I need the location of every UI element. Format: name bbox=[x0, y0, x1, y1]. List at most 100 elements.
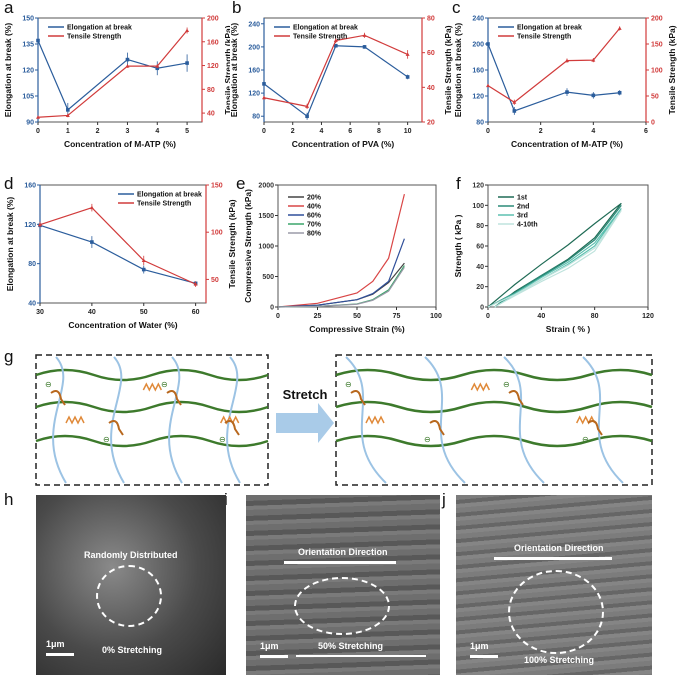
y-tick-label: 1000 bbox=[258, 244, 274, 251]
data-point bbox=[185, 28, 190, 32]
data-point bbox=[512, 100, 517, 104]
series-line-3rd bbox=[487, 208, 622, 308]
y-tick-label: 200 bbox=[248, 44, 260, 51]
x-tick-label: 4 bbox=[320, 128, 324, 135]
polymer-chain-green bbox=[335, 400, 653, 414]
x-tick-label: 5 bbox=[185, 128, 189, 135]
x-axis-label: Concentration of Water (%) bbox=[68, 320, 177, 330]
y-tick-label: 80 bbox=[252, 114, 260, 121]
y-tick-label: 100 bbox=[472, 203, 484, 210]
y-tick-label: 60 bbox=[476, 244, 484, 251]
data-point bbox=[90, 240, 94, 244]
x-tick-label: 2 bbox=[96, 128, 100, 135]
crosslink-icon bbox=[108, 420, 124, 436]
y-tick-label: 80 bbox=[476, 223, 484, 230]
y2-tick-label: 100 bbox=[211, 230, 223, 237]
region-ellipse bbox=[508, 570, 604, 654]
x-tick-label: 75 bbox=[393, 313, 401, 320]
y2-tick-label: 40 bbox=[207, 111, 215, 118]
polymer-chain-blue bbox=[226, 356, 241, 484]
y2-tick-label: 60 bbox=[427, 50, 435, 57]
data-point bbox=[617, 26, 622, 30]
charge-icon: ⊖ bbox=[219, 435, 226, 444]
stretch-arrow-icon bbox=[276, 403, 334, 443]
data-point bbox=[617, 90, 622, 95]
data-point bbox=[262, 82, 266, 86]
y-tick-label: 80 bbox=[28, 261, 36, 268]
data-point bbox=[125, 57, 130, 62]
polymer-chain-blue bbox=[582, 356, 624, 484]
x-axis-label: Strain ( % ) bbox=[546, 324, 591, 334]
series-line-elongation-at-break bbox=[263, 45, 408, 118]
polymer-chain-green bbox=[35, 368, 269, 382]
data-point bbox=[185, 61, 189, 65]
panel-label-d: d bbox=[4, 174, 14, 193]
y-tick-label: 120 bbox=[24, 222, 36, 229]
y-tick-label: 1500 bbox=[258, 213, 274, 220]
legend-label: Tensile Strength bbox=[67, 34, 121, 41]
region-ellipse bbox=[96, 565, 162, 627]
data-point bbox=[334, 43, 338, 48]
x-tick-label: 4 bbox=[155, 128, 159, 135]
plot-frame bbox=[277, 184, 437, 308]
series-line-20- bbox=[277, 262, 405, 308]
unstretched-box bbox=[35, 354, 269, 486]
y-axis-label: Elongation at break (%) bbox=[3, 23, 13, 118]
stretched-network: ⊖ ⊖ ⊖ ⊖ bbox=[335, 356, 653, 484]
x-tick-label: 80 bbox=[591, 313, 599, 320]
data-point bbox=[155, 64, 160, 68]
polymer-chain-green bbox=[35, 400, 269, 414]
y-axis-label: Elongation at break (%) bbox=[453, 23, 463, 118]
x-tick-label: 25 bbox=[314, 313, 322, 320]
x-tick-label: 6 bbox=[348, 128, 352, 135]
panel-label-e: e bbox=[236, 174, 246, 193]
panel-label-b: b bbox=[232, 0, 242, 17]
panel-label-f: f bbox=[456, 174, 461, 193]
panel-label-c: c bbox=[452, 0, 461, 17]
legend-label: Tensile Strength bbox=[137, 201, 191, 208]
data-point bbox=[591, 58, 596, 62]
charge-icon: ⊖ bbox=[345, 380, 352, 389]
legend-label: Tensile Strength bbox=[293, 34, 347, 41]
crosslink-icon bbox=[166, 390, 182, 406]
panel-label-g: g bbox=[4, 347, 14, 366]
y2-tick-label: 120 bbox=[207, 63, 219, 70]
data-point bbox=[362, 45, 367, 49]
x-tick-label: 0 bbox=[486, 128, 490, 135]
y-tick-label: 80 bbox=[476, 120, 484, 127]
series-line-80- bbox=[277, 267, 405, 308]
y2-tick-label: 0 bbox=[651, 120, 655, 127]
crosslink-icon bbox=[587, 420, 603, 436]
y-tick-label: 500 bbox=[262, 274, 274, 281]
scale-bar-label: 1μm bbox=[46, 639, 65, 649]
legend-label: Tensile Strength bbox=[517, 34, 571, 41]
sem-annotation: Randomly Distributed bbox=[84, 550, 178, 560]
y2-tick-label: 50 bbox=[211, 277, 219, 284]
data-point bbox=[262, 95, 266, 100]
polymer-chain-blue bbox=[110, 356, 125, 484]
y-tick-label: 105 bbox=[22, 94, 34, 101]
data-point bbox=[512, 109, 517, 113]
legend-label: 60% bbox=[307, 213, 322, 220]
legend-label: 80% bbox=[307, 231, 322, 238]
y-tick-label: 120 bbox=[22, 68, 34, 75]
stretch-label: Stretch bbox=[283, 387, 328, 402]
x-tick-label: 10 bbox=[404, 128, 412, 135]
y-tick-label: 150 bbox=[22, 16, 34, 23]
series-line-tensile-strength bbox=[37, 30, 188, 118]
y-tick-label: 90 bbox=[26, 120, 34, 127]
legend-label: Elongation at break bbox=[137, 192, 202, 199]
series-line-70- bbox=[277, 265, 405, 308]
orientation-arrow-icon bbox=[284, 561, 396, 564]
sem-annotation: Orientation Direction bbox=[514, 543, 604, 553]
y2-axis-label: Tensile Strength (kPa) bbox=[667, 25, 677, 114]
data-point bbox=[65, 113, 70, 117]
data-point bbox=[36, 38, 40, 43]
data-point bbox=[591, 93, 596, 98]
polymer-chain-blue bbox=[424, 356, 466, 484]
x-tick-label: 0 bbox=[36, 128, 40, 135]
scale-bar bbox=[260, 655, 288, 658]
x-axis-label: Concentration of PVA (%) bbox=[292, 139, 395, 149]
series-line-elongation-at-break bbox=[487, 43, 620, 112]
orientation-arrow-icon bbox=[494, 557, 612, 560]
